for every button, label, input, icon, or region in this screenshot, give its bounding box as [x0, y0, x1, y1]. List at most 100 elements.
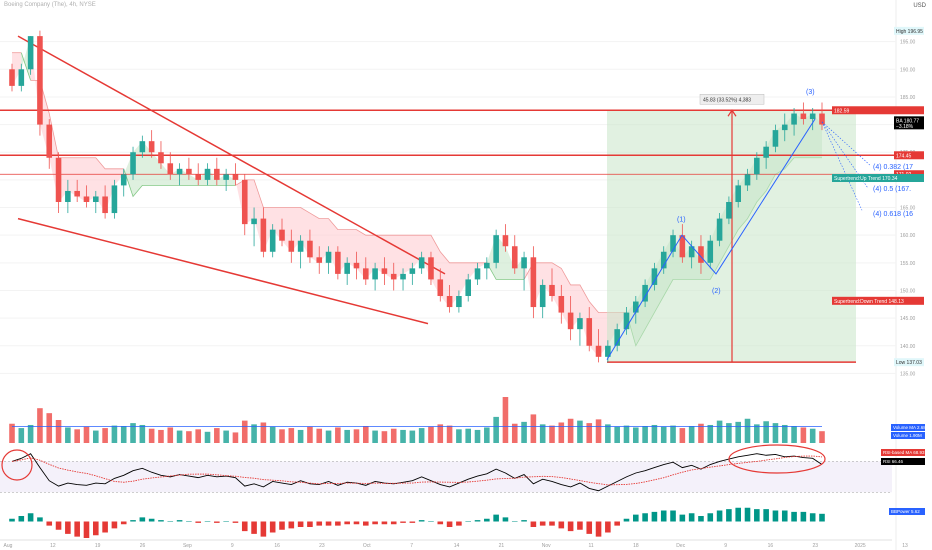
volume-bar [241, 420, 248, 443]
candle-body [465, 279, 471, 296]
bbpower-bar [707, 513, 714, 522]
supertrend-down-fill [30, 36, 124, 214]
bbpower-bar [688, 513, 695, 522]
candle-body [744, 174, 751, 186]
volume-bar [325, 430, 332, 443]
bbpower-bar [586, 521, 593, 534]
candle-body [539, 284, 546, 308]
chart-header: Boeing Company (The), 4h, NYSE [4, 2, 96, 8]
volume-bar [18, 428, 25, 443]
volume-bar [167, 427, 174, 443]
x-axis-tick: 16 [274, 543, 280, 549]
rsi-legend-badge [881, 458, 925, 465]
candle-body [614, 329, 620, 346]
candle-body [214, 168, 220, 180]
bbpower-bar [307, 521, 313, 527]
volume-bar [139, 424, 146, 443]
bbpower-bar [530, 521, 537, 527]
candle-body [688, 246, 695, 258]
bbpower-bar [716, 510, 723, 522]
candle-body [139, 141, 146, 153]
price-badge [894, 358, 924, 367]
price-badge [832, 106, 924, 115]
bbpower-bar [558, 521, 565, 529]
volume-bar [586, 423, 593, 443]
bbpower-bar [633, 514, 639, 522]
bbpower-bar [176, 520, 183, 522]
bbpower-bar [269, 521, 276, 533]
lower-trendline [17, 217, 429, 325]
candle-body [772, 130, 779, 147]
rsi-highlight-circle [1, 449, 33, 481]
measure-label-bg [699, 94, 765, 105]
candle-body [93, 196, 99, 202]
bbpower-bar [223, 521, 229, 522]
x-axis-tick: Aug [4, 543, 13, 549]
x-axis-tick: 26 [140, 543, 146, 549]
bbpower-bar [549, 521, 555, 526]
elliott-label: (1) [677, 216, 686, 223]
bbpower-bar [809, 513, 816, 522]
volume-bar [232, 432, 239, 443]
volume-bar [726, 423, 732, 443]
volume-bar [279, 429, 285, 443]
candle-body [754, 157, 760, 175]
volume-bar [148, 428, 155, 443]
candle-body [353, 262, 360, 269]
volume-bar [428, 426, 434, 443]
volume-bar [418, 428, 425, 443]
bbpower-bar [158, 520, 164, 522]
candle-body [716, 218, 723, 241]
candle-body [102, 196, 108, 214]
candle-body [390, 273, 397, 280]
bbpower-bar [186, 521, 192, 522]
price-axis-tick: 140.00 [900, 344, 916, 350]
candle-body [819, 113, 825, 125]
candle-body [232, 174, 239, 180]
volume-bar [772, 423, 779, 443]
bbpower-bar [446, 521, 453, 527]
candle-body [363, 268, 369, 280]
price-badge [832, 296, 924, 305]
bbpower-bar [409, 521, 416, 523]
candle-body [9, 69, 15, 86]
volume-bar [614, 426, 620, 443]
volume-bar [595, 419, 602, 443]
candle-body [735, 185, 741, 202]
bbpower-bar [754, 509, 760, 522]
bbpower-bar [83, 521, 90, 538]
candle-body [577, 318, 583, 330]
volume-legend-badge [891, 424, 925, 431]
x-axis-tick: 9 [724, 543, 727, 549]
candle-body [83, 196, 90, 202]
volume-bar [120, 426, 127, 443]
candle-body [791, 113, 797, 125]
price-axis-tick: 160.00 [900, 233, 916, 239]
bbpower-legend-badge [889, 508, 925, 515]
rsi-line [11, 453, 823, 492]
bbpower-bar [335, 521, 341, 526]
supertrend-up-line [20, 52, 31, 81]
volume-bar [763, 421, 769, 443]
volume-bar [651, 424, 658, 443]
bbpower-bar [251, 521, 257, 534]
bbpower-bar [744, 507, 751, 522]
bbpower-bar [18, 516, 25, 522]
bbpower-bar [474, 520, 481, 522]
volume-bar [791, 426, 797, 443]
elliott-wave [606, 118, 816, 360]
candle-body [269, 229, 276, 252]
bbpower-bar [670, 510, 676, 522]
volume-legend-badge [891, 432, 925, 439]
candle-body [605, 345, 611, 357]
candle-body [65, 190, 71, 202]
candle-body [763, 146, 769, 158]
bbpower-bar [595, 521, 602, 537]
volume-bar [446, 425, 453, 443]
volume-bar [195, 429, 201, 443]
volume-bar [474, 429, 481, 443]
price-badge-change: −3.18% [896, 124, 914, 130]
volume-bar [74, 429, 80, 443]
price-axis-tick: 135.00 [900, 371, 916, 377]
